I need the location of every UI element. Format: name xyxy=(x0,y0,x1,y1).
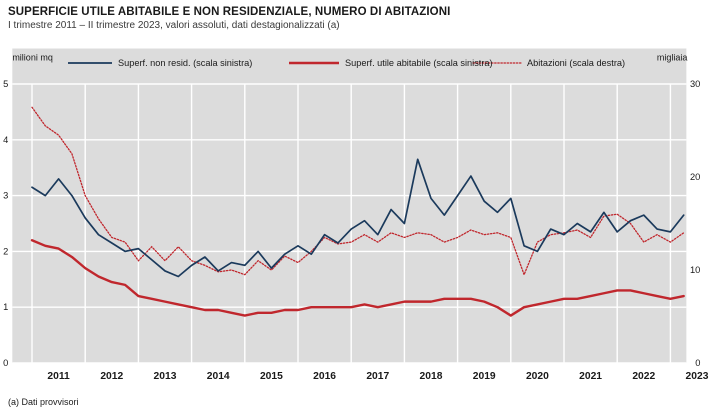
svg-text:2014: 2014 xyxy=(207,371,230,382)
svg-text:2012: 2012 xyxy=(100,371,123,382)
svg-text:2020: 2020 xyxy=(526,371,549,382)
svg-text:0: 0 xyxy=(3,358,8,368)
svg-text:2015: 2015 xyxy=(260,371,283,382)
svg-text:migliaia: migliaia xyxy=(657,53,688,63)
svg-text:4: 4 xyxy=(3,135,8,145)
svg-text:2022: 2022 xyxy=(632,371,655,382)
svg-text:5: 5 xyxy=(3,79,8,89)
svg-text:30: 30 xyxy=(690,79,700,89)
svg-text:2013: 2013 xyxy=(154,371,177,382)
svg-text:2018: 2018 xyxy=(420,371,443,382)
svg-text:20: 20 xyxy=(690,172,700,182)
svg-text:1: 1 xyxy=(3,302,8,312)
svg-text:2011: 2011 xyxy=(47,371,70,382)
svg-text:10: 10 xyxy=(690,265,700,275)
svg-text:2016: 2016 xyxy=(313,371,336,382)
svg-text:2023: 2023 xyxy=(686,371,709,382)
svg-text:0: 0 xyxy=(695,358,700,368)
svg-text:2017: 2017 xyxy=(366,371,389,382)
svg-text:3: 3 xyxy=(3,191,8,201)
svg-text:2: 2 xyxy=(3,246,8,256)
svg-text:milioni mq: milioni mq xyxy=(12,53,53,63)
svg-text:2021: 2021 xyxy=(579,371,602,382)
svg-text:2019: 2019 xyxy=(473,371,496,382)
